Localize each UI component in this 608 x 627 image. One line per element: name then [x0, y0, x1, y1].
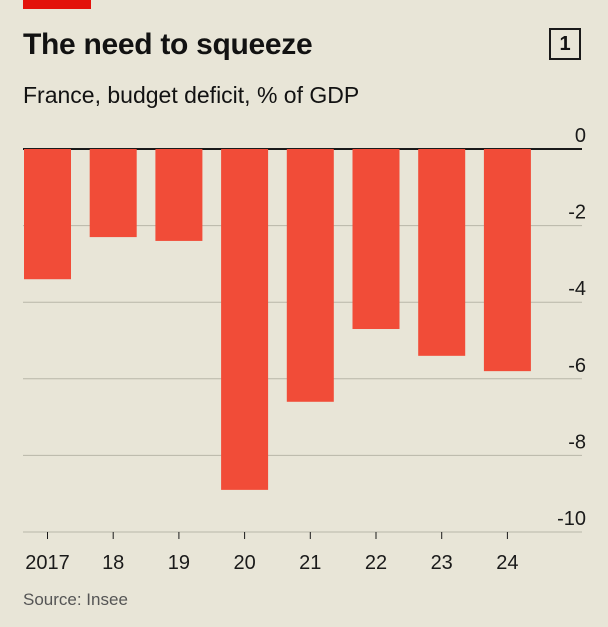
- bar-18: [89, 149, 137, 238]
- y-tick-label: -4: [568, 278, 586, 300]
- bar-22: [352, 149, 400, 330]
- x-tick-label: 23: [431, 552, 453, 574]
- x-tick-label: 21: [299, 552, 321, 574]
- bar-21: [286, 149, 334, 402]
- bars: [24, 149, 531, 490]
- source-note: Source: Insee: [23, 590, 128, 609]
- x-tick-label: 19: [168, 552, 190, 574]
- y-tick-label: -8: [568, 431, 586, 453]
- x-tick-label: 22: [365, 552, 387, 574]
- y-tick-label: -2: [568, 202, 586, 224]
- x-tick-label: 2017: [25, 552, 70, 574]
- bar-20: [221, 149, 269, 490]
- chart-subtitle: France, budget deficit, % of GDP: [23, 82, 360, 108]
- y-tick-label: -10: [557, 508, 586, 530]
- chart-number-badge: 1: [549, 28, 581, 60]
- bar-2017: [24, 149, 71, 280]
- bar-19: [155, 149, 203, 241]
- y-tick-label: -6: [568, 355, 586, 377]
- x-tick-label: 18: [102, 552, 124, 574]
- x-axis-ticks: 2017 18 19 20 21 22 23 24: [25, 532, 519, 574]
- y-axis-ticks: 0 -2 -4 -6 -8 -10: [557, 125, 586, 530]
- y-tick-label: 0: [575, 125, 586, 147]
- x-tick-label: 20: [233, 552, 255, 574]
- bar-23: [418, 149, 466, 356]
- chart-title: The need to squeeze: [23, 28, 313, 61]
- bar-24: [483, 149, 531, 372]
- x-tick-label: 24: [496, 552, 518, 574]
- brand-tag: [23, 0, 91, 9]
